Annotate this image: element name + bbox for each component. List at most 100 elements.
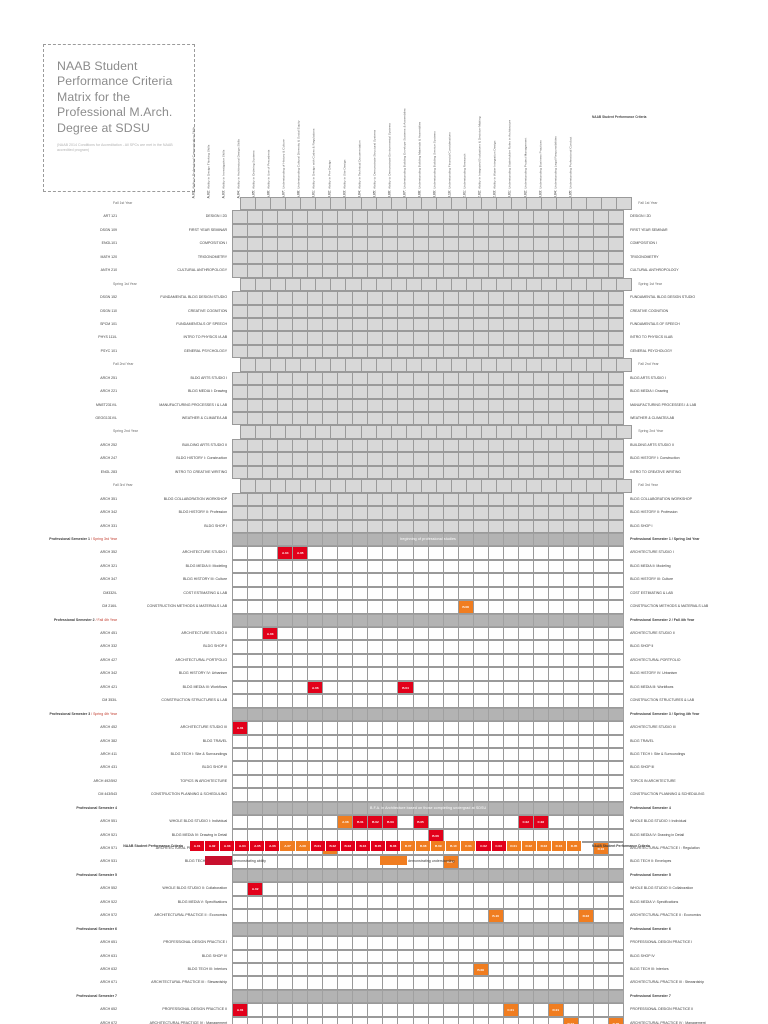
footer-key-d-03[interactable]: D.03 <box>536 841 552 851</box>
criteria-mark-a-01[interactable]: A.01 <box>233 1003 249 1017</box>
criteria-cell-a-03 <box>263 438 279 453</box>
footer-key-b-03[interactable]: B.03 <box>340 841 356 851</box>
footer-key-a-04[interactable]: A.04 <box>235 841 251 851</box>
criteria-cell-d-01 <box>548 371 564 386</box>
criteria-cell-c-01 <box>503 922 519 937</box>
criteria-cell-a-05 <box>293 465 309 480</box>
criteria-cell-a-01 <box>233 815 249 829</box>
criteria-cell-a-07 <box>323 250 339 265</box>
footer-key-a-07[interactable]: A.07 <box>280 841 296 851</box>
criteria-cell-c-03 <box>533 922 549 937</box>
criteria-cell-b-10 <box>488 264 504 278</box>
criteria-mark-d-03[interactable]: D.03 <box>578 909 594 923</box>
footer-key-a-01[interactable]: A.01 <box>190 841 206 851</box>
row-right-label: BLDG MEDIA III: Workflows <box>630 684 674 689</box>
criteria-cell-a-07 <box>323 707 339 722</box>
criteria-mark-c-01[interactable]: C.01 <box>503 1003 519 1017</box>
criteria-mark-a-03[interactable]: A.03 <box>263 627 279 641</box>
criteria-cell-a-07 <box>323 210 339 224</box>
footer-key-d-02[interactable]: D.02 <box>521 841 537 851</box>
criteria-cell-b-04 <box>398 546 414 560</box>
row-right-label: Professional Semester 3 / Spring 4th Yea… <box>630 711 700 716</box>
criteria-cell-d-01 <box>548 815 564 829</box>
footer-key-b-09[interactable]: B.09 <box>431 841 447 851</box>
footer-key-b-08[interactable]: B.08 <box>416 841 432 851</box>
criteria-cell-d-05 <box>608 882 624 896</box>
criteria-mark-a-06[interactable]: A.06 <box>308 680 324 695</box>
footer-key-c-02[interactable]: C.02 <box>476 841 492 851</box>
criteria-cell-d-04 <box>602 197 618 211</box>
criteria-cell-c-03 <box>533 1016 549 1024</box>
criteria-cell-b-04 <box>398 788 414 802</box>
criteria-cell-a-02 <box>248 747 264 762</box>
criteria-mark-b-04[interactable]: B.04 <box>398 680 414 695</box>
criteria-cell-d-01 <box>548 546 564 560</box>
criteria-mark-b-08[interactable]: B.08 <box>458 600 474 614</box>
criteria-cell-a-02 <box>248 721 264 735</box>
criteria-cell-d-03 <box>578 627 594 641</box>
footer-key-b-04[interactable]: B.04 <box>355 841 371 851</box>
criteria-cell-c-02 <box>518 882 534 896</box>
criteria-cell-c-03 <box>541 425 557 439</box>
footer-key-b-01[interactable]: B.01 <box>310 841 326 851</box>
footer-key-b-05[interactable]: B.05 <box>370 841 387 851</box>
criteria-cell-b-10 <box>488 586 504 601</box>
criteria-mark-b-03[interactable]: B.03 <box>383 815 399 829</box>
footer-key-b-10[interactable]: B.10 <box>446 841 462 851</box>
criteria-cell-b-05 <box>413 788 429 802</box>
footer-key-d-05[interactable]: D.05 <box>566 841 583 851</box>
criteria-mark-b-01[interactable]: B.01 <box>353 815 369 829</box>
footer-key-b-02[interactable]: B.02 <box>325 841 341 851</box>
footer-key-c-03[interactable]: C.03 <box>491 841 507 851</box>
footer-key-a-05[interactable]: A.05 <box>250 841 266 851</box>
criteria-cell-c-02 <box>518 398 534 412</box>
footer-key-d-01[interactable]: D.01 <box>506 841 522 851</box>
footer-key-a-02[interactable]: A.02 <box>205 841 221 851</box>
criteria-mark-d-02[interactable]: D.02 <box>563 1016 579 1024</box>
footer-key-b-07[interactable]: B.07 <box>401 841 417 851</box>
criteria-cell-a-01 <box>233 788 249 802</box>
criteria-mark-c-03[interactable]: C.03 <box>533 815 549 829</box>
criteria-mark-b-02[interactable]: B.02 <box>368 815 384 829</box>
criteria-mark-a-05[interactable]: A.05 <box>293 546 309 560</box>
criteria-cell-a-02 <box>248 909 264 923</box>
criteria-cell-c-01 <box>503 371 519 386</box>
criteria-cell-b-05 <box>413 412 429 426</box>
criteria-cell-a-02 <box>248 237 264 251</box>
row-course-name <box>122 614 232 627</box>
criteria-mark-b-05[interactable]: B.05 <box>413 815 429 829</box>
footer-key-a-08[interactable]: A.08 <box>295 841 311 851</box>
criteria-cell-a-06 <box>308 734 324 748</box>
footer-key-b-06[interactable]: B.06 <box>386 841 402 851</box>
footer-key-d-04[interactable]: D.04 <box>551 841 567 851</box>
row-right-label: BLDG MEDIA V: Specifications <box>630 899 679 904</box>
footer-key-a-03[interactable]: A.03 <box>220 841 236 851</box>
row-course-code: ARCH 631 <box>100 953 118 958</box>
criteria-mark-b-07[interactable]: B.07 <box>443 855 459 869</box>
criteria-mark-a-08[interactable]: A.08 <box>338 815 354 829</box>
criteria-cell-d-01 <box>548 291 564 305</box>
criteria-cell-d-01 <box>548 627 564 641</box>
criteria-mark-d-04[interactable]: D.04 <box>593 842 609 856</box>
criteria-mark-c-02[interactable]: C.02 <box>518 815 534 829</box>
criteria-cells: A.02 <box>232 882 624 896</box>
criteria-mark-d-01[interactable]: D.01 <box>548 1003 564 1017</box>
criteria-cell-d-04 <box>593 559 609 574</box>
criteria-mark-a-01[interactable]: A.01 <box>233 721 249 735</box>
criteria-mark-b-06[interactable]: B.06 <box>428 828 444 842</box>
criteria-cell-a-05 <box>293 721 309 735</box>
criteria-cell-d-02 <box>563 237 579 251</box>
criteria-cell-d-02 <box>563 613 579 627</box>
criteria-cell-c-03 <box>533 640 549 654</box>
criteria-mark-d-05[interactable]: D.05 <box>608 1016 624 1024</box>
criteria-mark-b-10[interactable]: B.10 <box>488 909 504 923</box>
criteria-cell-d-01 <box>548 519 564 533</box>
footer-key-c-01[interactable]: C.01 <box>461 841 477 851</box>
criteria-mark-a-04[interactable]: A.04 <box>278 546 294 560</box>
footer-key-a-06[interactable]: A.06 <box>265 841 281 851</box>
criteria-cell-b-08 <box>458 371 474 386</box>
criteria-mark-b-09[interactable]: B.09 <box>473 962 489 977</box>
criteria-cell-a-03 <box>263 936 279 950</box>
title-line-3: Matrix for the <box>57 89 131 104</box>
criteria-mark-a-02[interactable]: A.02 <box>248 882 264 896</box>
